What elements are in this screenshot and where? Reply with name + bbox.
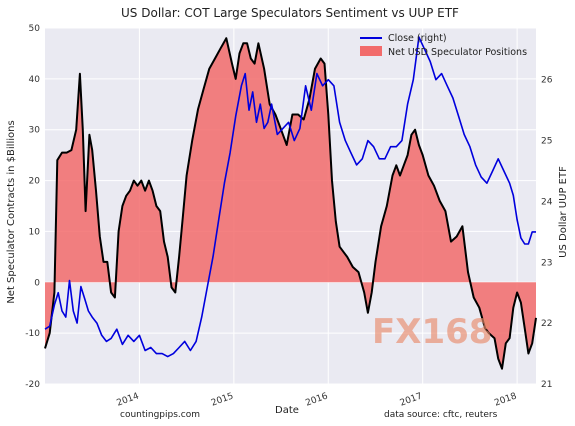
footer-source-left: countingpips.com [120,410,200,420]
close-line [44,36,536,358]
watermark: FX168 [372,312,492,352]
left-tick-label: 10 [29,227,41,237]
chart-title: US Dollar: COT Large Speculators Sentime… [121,6,459,20]
left-tick-label: -10 [25,329,40,339]
left-tick-label: 30 [29,126,41,136]
watermark-text: FX168 [372,312,492,352]
net-positions-area [44,37,537,370]
right-tick-label: 24 [541,197,553,207]
y-axis-label-left: Net Speculator Contracts in $Billions [6,120,17,303]
left-tick-label: -20 [25,380,40,390]
left-tick-label: 40 [29,75,41,85]
right-tick-label: 22 [541,319,552,329]
legend-net-label: Net USD Speculator Positions [388,47,527,58]
close-price-line [44,36,536,358]
right-tick-label: 26 [541,76,553,86]
right-axis-ticks: 21 22 23 24 25 26 [541,76,553,390]
left-tick-label: 0 [34,278,40,288]
right-tick-label: 21 [541,380,552,390]
y-axis-label-right: US Dollar UUP ETF [558,166,569,258]
right-tick-label: 25 [541,137,552,147]
legend-net-swatch [360,46,382,56]
net-positions-edge-line [44,37,537,370]
legend: Close (right) Net USD Speculator Positio… [360,33,527,58]
x-axis-label: Date [275,405,299,416]
net-positions-fill [45,38,536,369]
left-tick-label: 20 [29,177,41,187]
footer-source-right: data source: cftc, reuters [384,410,498,420]
right-tick-label: 23 [541,258,552,268]
left-tick-label: 50 [29,24,41,34]
left-axis-ticks: -20 -10 0 10 20 30 40 50 [25,24,40,390]
legend-close-label: Close (right) [388,33,447,44]
